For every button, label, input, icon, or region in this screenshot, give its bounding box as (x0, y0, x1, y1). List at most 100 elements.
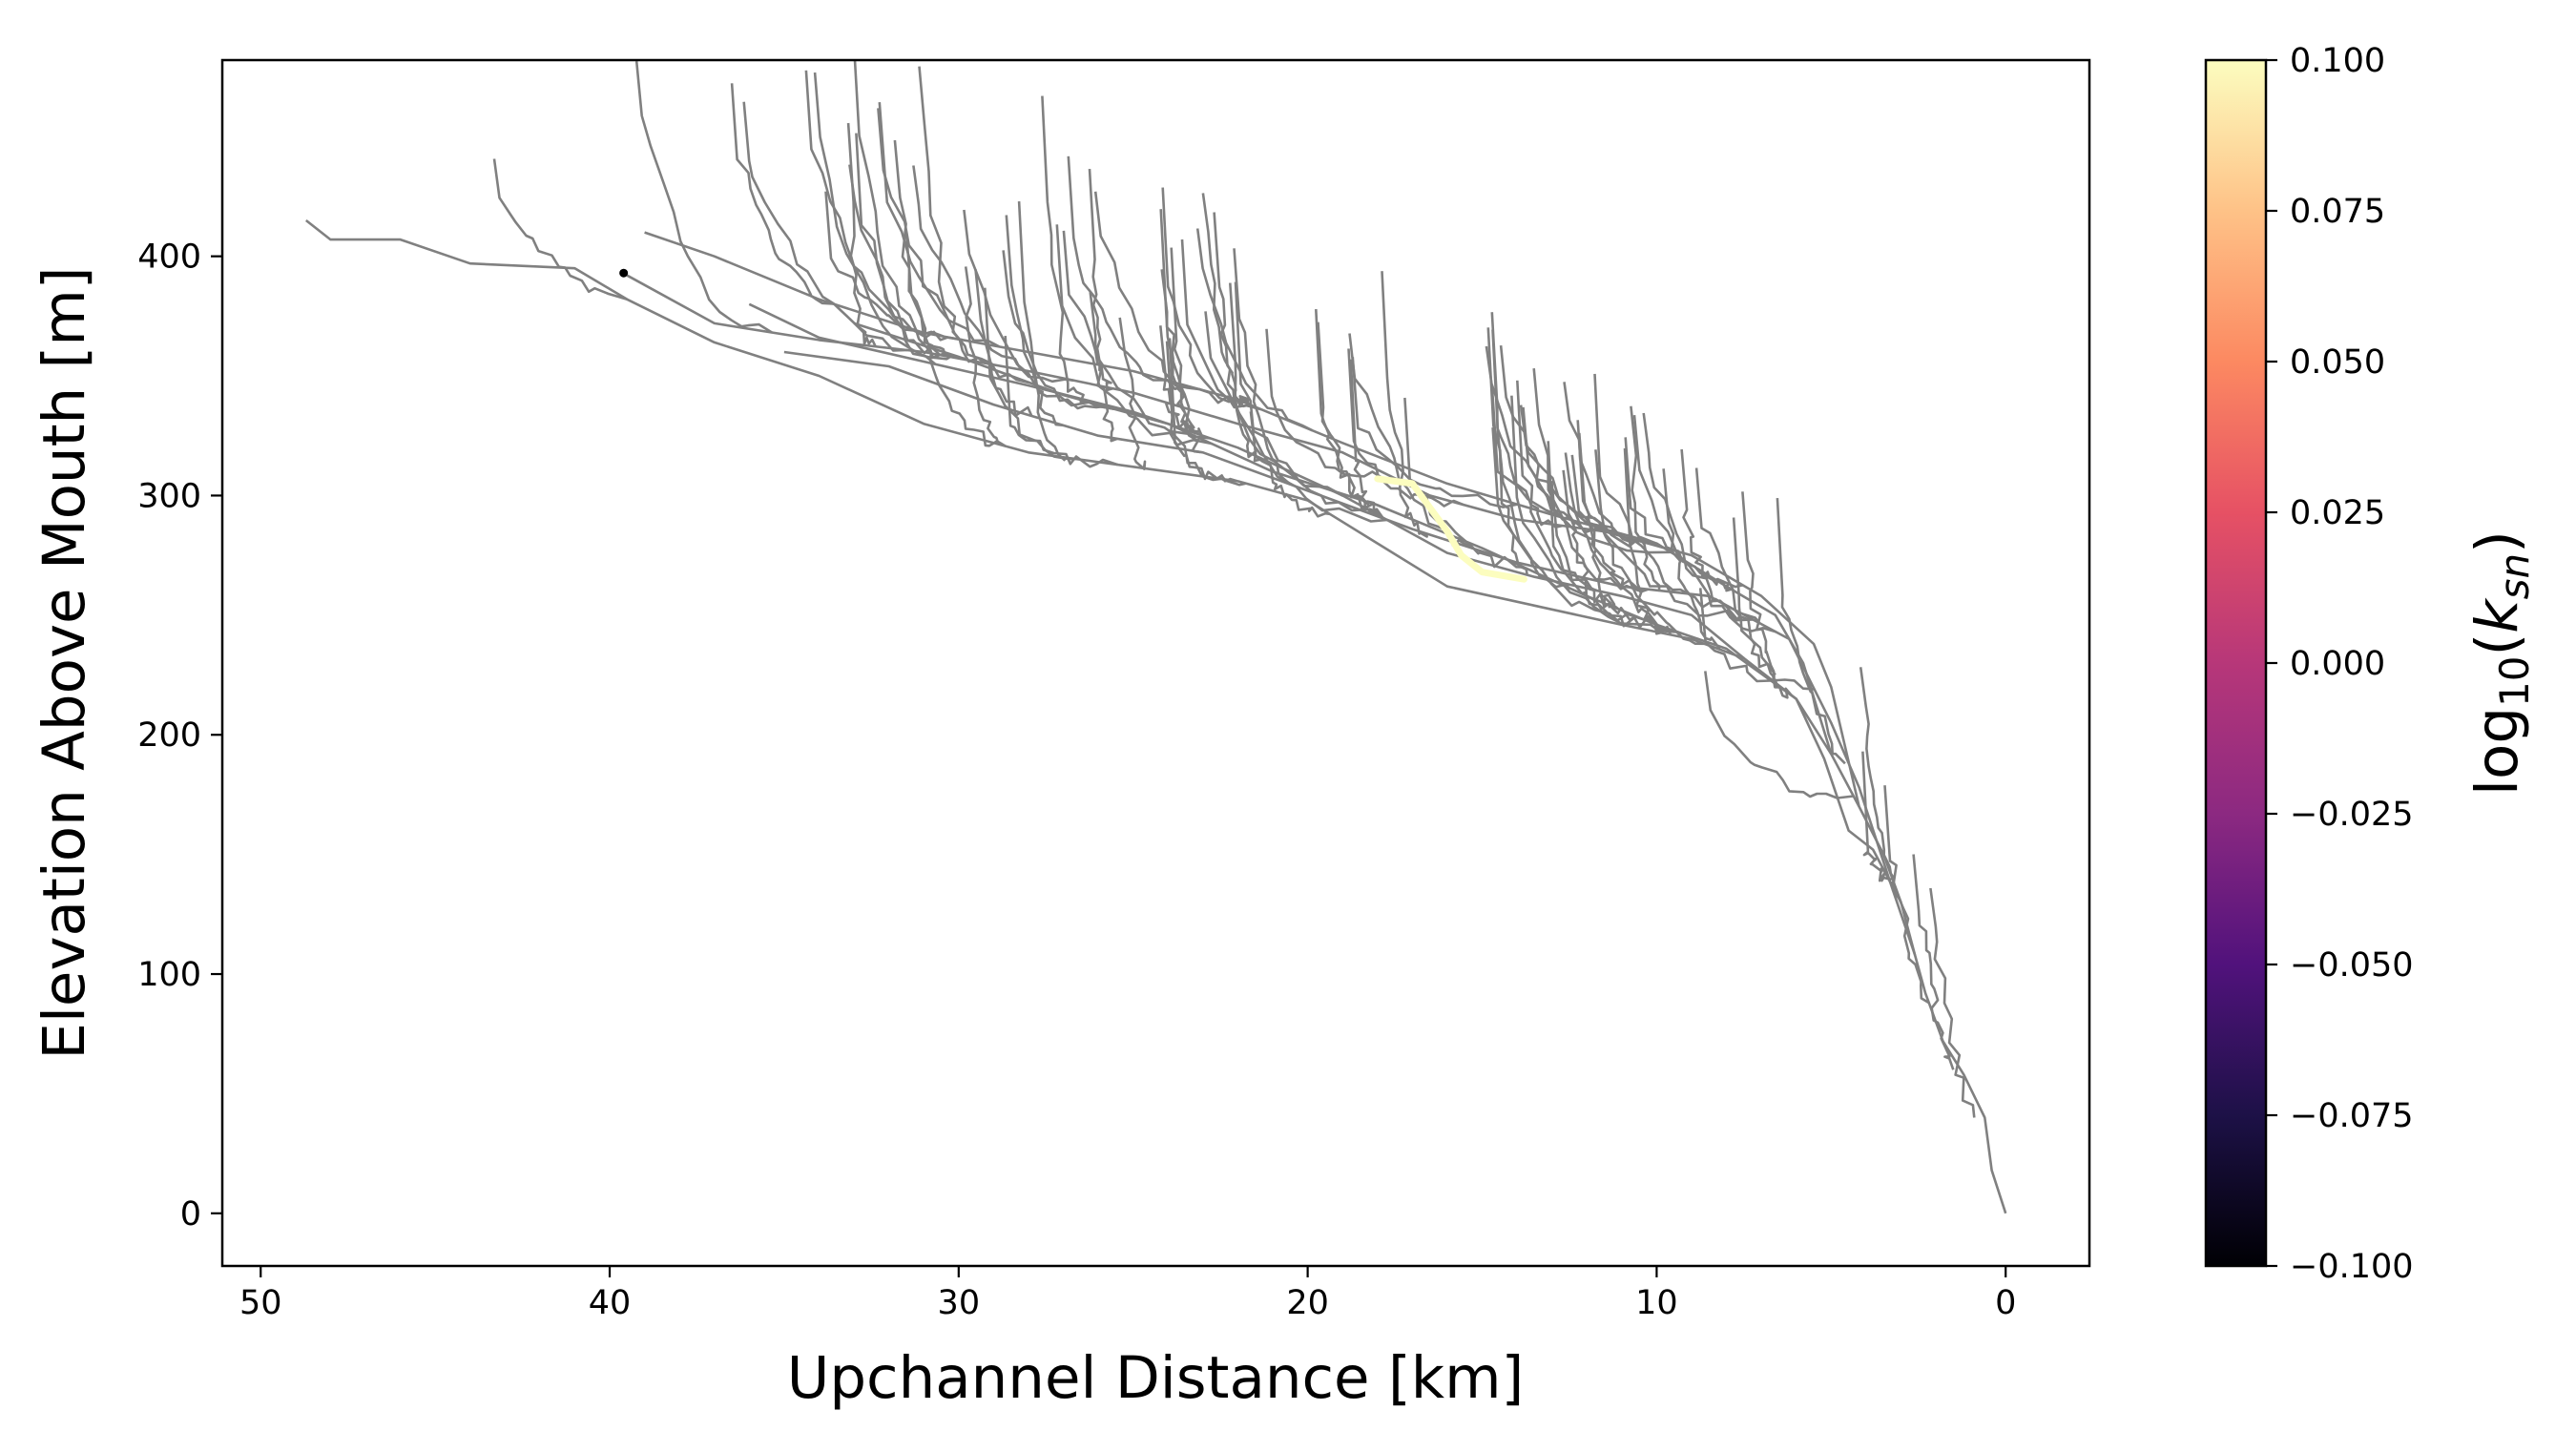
tributary-line-84 (1563, 382, 1641, 543)
tributary-line-73 (1159, 209, 1203, 436)
tributary-line-45 (1180, 238, 1344, 497)
colorbar-tick-label-2: 0.050 (2290, 343, 2385, 382)
lower-tributary-line-5 (1694, 467, 1776, 676)
y-tick-label-4: 400 (137, 238, 201, 277)
tributary-line-16 (904, 232, 1007, 447)
tributary-line-77 (1624, 437, 1743, 589)
tributary-line-4 (855, 133, 942, 357)
tributary-line-23 (1204, 311, 1388, 523)
tributary-line-56 (1055, 224, 1213, 446)
x-tick-label-1: 40 (589, 1284, 632, 1322)
tributary-line-27 (1576, 420, 1705, 646)
x-axis-title: Upchannel Distance [km] (787, 1344, 1525, 1412)
tributary-line-64 (1160, 269, 1197, 435)
tributary-line-60 (984, 287, 1076, 461)
colorbar-title-sub: 10 (2491, 656, 2538, 707)
tributary-line-24 (1347, 348, 1465, 508)
tributary-line-78 (1041, 95, 1086, 404)
tributary-line-3 (730, 83, 834, 305)
colorbar-tick-label-6: −0.050 (2290, 946, 2414, 985)
tributary-line-11 (742, 101, 908, 352)
colorbar-title-base: log (2463, 707, 2531, 796)
colorbar-tick-label-1: 0.075 (2290, 193, 2385, 231)
tributary-line-38 (813, 72, 964, 361)
plot-frame (220, 58, 2091, 1268)
branch-lines (304, 60, 2007, 1214)
tributary-line-79 (1165, 341, 1247, 487)
y-axis: 0 100 200 300 400 (137, 238, 222, 1234)
tributary-line-7 (1118, 317, 1147, 470)
highlight-segment-line (1374, 475, 1527, 583)
main-stem-line (304, 218, 2007, 1214)
tributary-line-33 (1062, 230, 1211, 440)
tributary-line-83 (1229, 282, 1263, 463)
marker-group (619, 268, 629, 278)
tributary-line-31 (877, 108, 1030, 384)
tributary-line-61 (853, 60, 969, 362)
tributary-line-25 (1570, 454, 1649, 593)
tributary-line-88 (1578, 432, 1619, 611)
tributary-line-14 (846, 122, 877, 347)
colorbar-tick-label-4: 0.000 (2290, 645, 2385, 683)
tributary-line-63 (918, 66, 987, 364)
tributary-line-85 (1005, 215, 1064, 427)
lower-tributary-line-6 (1662, 468, 1721, 650)
tributary-line-80 (1510, 395, 1679, 633)
tributary-line-39 (912, 165, 1074, 384)
tributary-line-44 (964, 266, 1000, 446)
main-branch-line-1 (644, 231, 1833, 755)
tributary-line-6 (848, 164, 937, 365)
tributary-line-69 (1490, 312, 1563, 529)
colorbar-tick-label-8: −0.100 (2290, 1248, 2414, 1286)
main-branch-line-0 (626, 274, 1860, 807)
tributary-line-37 (1088, 169, 1113, 392)
highlight-segment-group (1374, 475, 1527, 583)
x-tick-label-0: 50 (239, 1284, 282, 1322)
tributary-line-86 (1593, 373, 1736, 612)
tributary-line-36 (1698, 588, 1815, 691)
lower-tributary-line-1 (1912, 854, 1955, 1070)
tributary-line-67 (634, 60, 773, 334)
tributary-line-74 (1547, 441, 1656, 629)
y-axis-title: Elevation Above Mouth [m] (31, 266, 98, 1059)
tributary-line-82 (1004, 336, 1118, 468)
tributary-line-2 (1516, 380, 1598, 592)
tributary-line-21 (878, 102, 1000, 348)
colorbar-tick-label-0: 0.100 (2290, 42, 2385, 80)
y-tick-label-2: 200 (137, 716, 201, 755)
tributary-line-9 (1093, 191, 1251, 409)
y-tick-label-3: 300 (137, 477, 201, 515)
lower-tributary-line-3 (1859, 667, 1896, 880)
tributary-line-81 (1519, 404, 1576, 526)
colorbar-title-close: ) (2463, 530, 2531, 553)
lower-tributary-line-2 (1883, 785, 1930, 1005)
colorbar-title: log10(ksn) (2463, 530, 2538, 796)
colorbar-tick-label-5: −0.025 (2290, 796, 2414, 834)
y-tick-label-0: 0 (180, 1195, 201, 1234)
tributary-line-28 (1550, 480, 1637, 621)
marker-point (619, 268, 629, 278)
tributary-line-51 (1564, 452, 1674, 633)
colorbar-gradient (2204, 58, 2268, 1268)
tributary-line-53 (1234, 281, 1389, 512)
x-tick-label-5: 0 (1995, 1284, 2016, 1322)
y-tick-label-1: 100 (137, 956, 201, 994)
tributary-line-72 (824, 191, 945, 338)
tributary-line-59 (1089, 292, 1118, 443)
tributary-line-76 (1201, 193, 1251, 406)
tributary-line-89 (1490, 390, 1672, 554)
tributary-line-20 (1632, 414, 1776, 633)
colorbar: 0.100 0.075 0.050 0.025 0.000 −0.025 −0.050 −0.… (2204, 42, 2538, 1286)
colorbar-title-open: ( (2463, 633, 2531, 656)
colorbar-tick-label-3: 0.025 (2290, 494, 2385, 532)
lower-tributary-line-4 (1776, 498, 1846, 765)
x-tick-label-2: 30 (938, 1284, 981, 1322)
colorbar-title-var: k (2463, 597, 2531, 633)
tributary-line-43 (1381, 271, 1428, 538)
tributary-line-75 (1351, 357, 1518, 508)
tributary-line-46 (1315, 309, 1381, 517)
x-axis: 50 40 30 20 10 0 (239, 1266, 2016, 1322)
tributary-line-58 (1170, 247, 1201, 454)
